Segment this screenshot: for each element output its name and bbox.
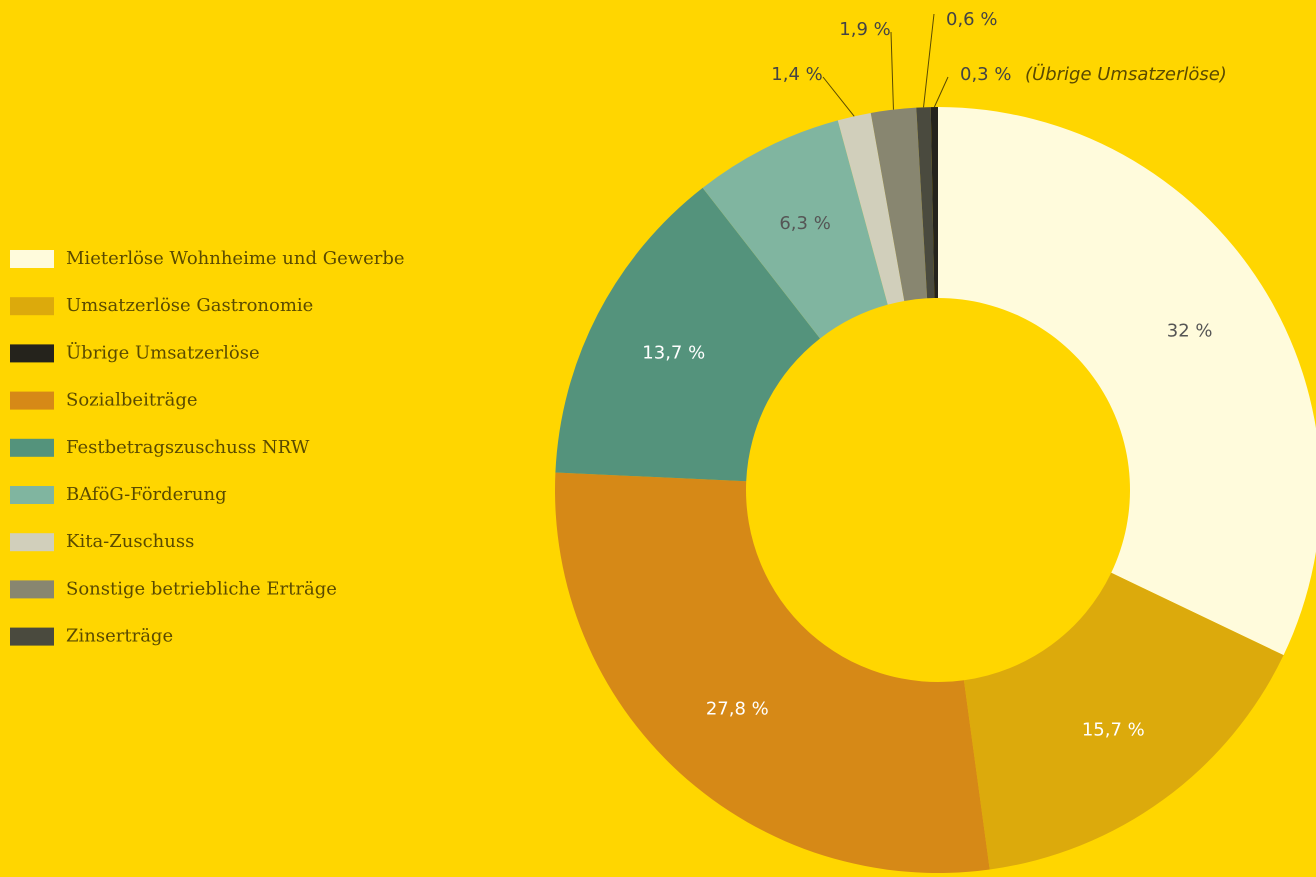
legend-label: Übrige Umsatzerlöse — [66, 340, 260, 363]
slice — [870, 107, 928, 301]
value-label: 15,7 % — [1082, 719, 1145, 740]
leader-line — [933, 76, 949, 108]
value-label: 1,4 % — [771, 64, 822, 85]
legend-label: Kita-Zuschuss — [66, 531, 194, 552]
value-label: 0,6 % — [946, 9, 997, 30]
legend-swatch — [10, 297, 54, 316]
slice — [555, 472, 990, 873]
value-label: 27,8 % — [706, 699, 769, 720]
legend-swatch — [10, 438, 54, 457]
value-label: 6,3 % — [779, 213, 830, 234]
legend-swatch — [10, 391, 54, 410]
value-label: 0,3 % — [960, 64, 1011, 85]
legend-swatch — [10, 486, 54, 504]
slice — [837, 112, 905, 305]
legend-swatch — [10, 344, 54, 363]
slice — [963, 572, 1284, 870]
leader-line — [890, 31, 894, 110]
value-label: 13,7 % — [642, 342, 705, 363]
legend-label: Umsatzerlöse Gastronomie — [66, 295, 313, 316]
legend-label: Sonstige betriebliche Erträge — [66, 578, 337, 599]
legend-label: Festbetragszuschuss NRW — [66, 437, 310, 458]
legend-label: Mieterlöse Wohnheime und Gewerbe — [66, 248, 405, 269]
legend-label: Sozialbeiträge — [66, 390, 198, 411]
legend-label: BAföG-Förderung — [66, 484, 227, 505]
legend-swatch — [10, 580, 54, 599]
slice — [938, 107, 1316, 656]
legend-swatch — [10, 627, 54, 646]
slice — [555, 187, 821, 482]
value-label: 32 % — [1167, 320, 1213, 341]
annotation: (Übrige Umsatzerlöse) — [1025, 63, 1227, 85]
slice — [702, 120, 888, 339]
leader-line — [923, 13, 935, 108]
legend-swatch — [10, 250, 54, 268]
legend-label: Zinserträge — [66, 626, 173, 647]
leader-line — [822, 76, 855, 117]
slice — [916, 107, 935, 299]
legend-swatch — [10, 533, 54, 552]
slice — [930, 107, 938, 299]
value-label: 1,9 % — [839, 19, 890, 40]
